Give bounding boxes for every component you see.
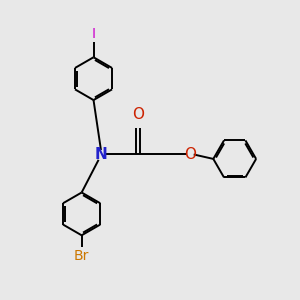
Text: I: I <box>92 27 95 41</box>
Text: N: N <box>94 147 107 162</box>
Text: O: O <box>132 107 144 122</box>
Text: O: O <box>184 147 196 162</box>
Text: Br: Br <box>74 249 89 263</box>
